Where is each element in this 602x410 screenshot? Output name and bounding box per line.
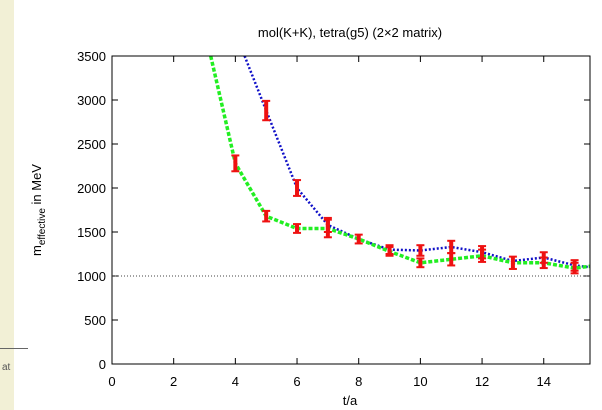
error-bar [385,245,394,257]
background-text-fragment: at [2,362,11,373]
y-axis-label: meffective in MeV [29,164,48,256]
y-tick-label: 0 [99,357,106,372]
x-tick-label: 6 [293,374,300,389]
x-tick-label: 14 [537,374,551,389]
error-bar [570,261,579,275]
series-line-2 [208,56,590,270]
error-bar [478,248,487,263]
error-bar [539,256,548,270]
error-bar [447,252,456,267]
error-bar [293,179,302,197]
x-tick-label: 8 [355,374,362,389]
y-axis-label-main: m [29,245,44,256]
y-axis-label-subscript: effective [37,208,48,245]
chart-title: mol(K+K), tetra(g5) (2×2 matrix) [258,25,442,40]
y-tick-label: 500 [84,313,106,328]
error-bar [416,257,425,269]
y-axis-label-rest: in MeV [29,164,44,208]
y-tick-label: 1500 [77,225,106,240]
y-tick-label: 2000 [77,181,106,196]
error-bar [293,223,302,234]
x-tick-label: 10 [413,374,427,389]
error-bar [323,218,332,239]
error-bar [262,209,271,223]
x-tick-label: 2 [170,374,177,389]
error-bar [262,99,271,122]
x-tick-label: 4 [232,374,239,389]
y-tick-label: 2500 [77,137,106,152]
error-bar [231,154,240,173]
page-left-strip [0,0,14,410]
y-tick-label: 1000 [77,269,106,284]
series-line-1 [243,56,590,269]
y-tick-label: 3000 [77,93,106,108]
x-axis-label: t/a [343,393,358,408]
error-bar [416,244,425,257]
y-tick-label: 3500 [77,49,106,64]
background-rule [0,348,28,349]
x-tick-label: 0 [108,374,115,389]
plot-frame [111,55,591,365]
error-bar [354,233,363,245]
x-tick-label: 12 [475,374,489,389]
error-bar [508,255,517,270]
